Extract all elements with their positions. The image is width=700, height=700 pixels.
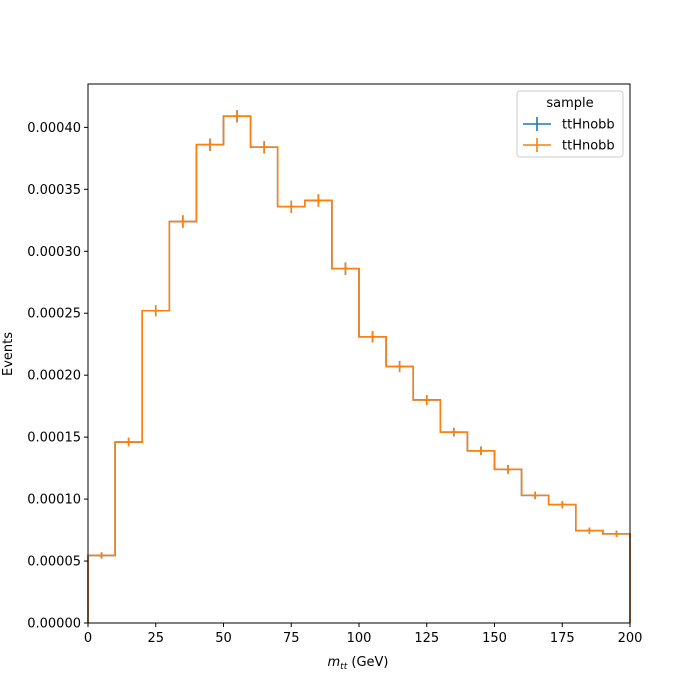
series-1-step-line <box>87 115 631 623</box>
y-tick-label-7: 0.00035 <box>27 183 81 198</box>
x-tick-label-8: 200 <box>618 631 643 646</box>
legend-entry-0: ttHnobb <box>523 117 615 133</box>
y-tick-label-8: 0.00040 <box>27 121 81 136</box>
legend-entries: ttHnobb ttHnobb <box>523 117 615 154</box>
y-axis-label: Events <box>1 332 16 376</box>
axes-layer: 0 25 50 75 100 125 150 175 200 0.00000 0.00005 0.00… <box>27 83 643 646</box>
x-tick-label-6: 150 <box>482 631 507 646</box>
x-tick-label-7: 175 <box>550 631 575 646</box>
series-layer <box>87 110 631 623</box>
legend-entry-1: ttHnobb <box>523 138 615 154</box>
y-tick-label-2: 0.00010 <box>27 493 81 508</box>
y-tick-label-6: 0.00030 <box>27 245 81 260</box>
legend-frame <box>516 90 624 158</box>
x-axis-label-main: m <box>328 655 341 670</box>
x-tick-label-2: 50 <box>215 631 232 646</box>
x-tick-label-1: 25 <box>147 631 164 646</box>
legend-title: sample <box>546 96 593 111</box>
y-tick-label-1: 0.00005 <box>27 555 81 570</box>
y-tick-label-0: 0.00000 <box>27 617 81 632</box>
x-axis-label-sub: tt <box>340 662 348 672</box>
x-tick-label-4: 100 <box>347 631 372 646</box>
legend-entry-0-label: ttHnobb <box>562 118 615 133</box>
x-tick-label-0: 0 <box>84 631 92 646</box>
y-tick-label-4: 0.00020 <box>27 369 81 384</box>
y-tick-label-5: 0.00025 <box>27 307 81 322</box>
plot-area <box>88 84 630 623</box>
series-1 <box>87 110 631 623</box>
x-axis-label-unit: (GeV) <box>347 655 388 670</box>
plot-background <box>88 84 630 623</box>
legend: sample ttHnobb ttHnobb <box>516 90 624 158</box>
legend-entry-1-label: ttHnobb <box>562 139 615 154</box>
x-tick-label-5: 125 <box>414 631 439 646</box>
x-axis-label: mtt (GeV) <box>328 655 389 672</box>
x-tick-label-3: 75 <box>283 631 300 646</box>
y-tick-label-3: 0.00015 <box>27 431 81 446</box>
